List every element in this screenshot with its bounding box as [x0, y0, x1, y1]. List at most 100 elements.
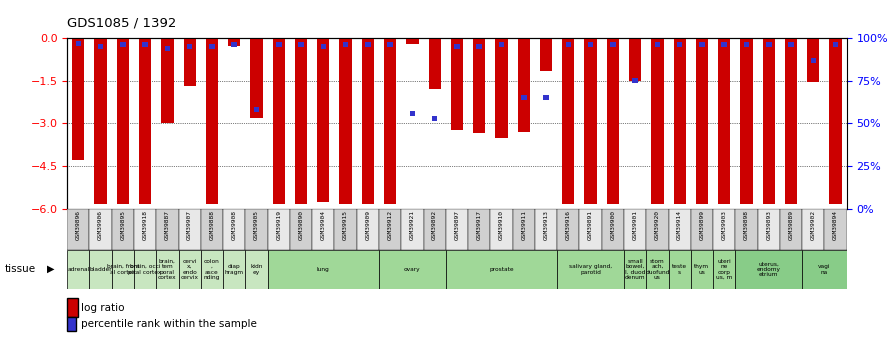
Text: GSM39903: GSM39903	[721, 210, 727, 240]
Bar	[340, 38, 352, 205]
Bar	[668, 250, 691, 289]
Bar	[584, 38, 597, 205]
Text: cervi
x,
endo
cervix: cervi x, endo cervix	[181, 259, 199, 280]
Text: GSM39888: GSM39888	[210, 210, 214, 240]
Text: GSM39912: GSM39912	[388, 210, 392, 240]
Bar	[540, 38, 552, 71]
Bar	[788, 42, 794, 47]
Bar	[134, 250, 156, 289]
Text: GDS1085 / 1392: GDS1085 / 1392	[67, 16, 177, 29]
Bar	[156, 250, 178, 289]
Bar	[246, 250, 268, 289]
Bar	[290, 209, 312, 250]
Text: thym
us: thym us	[694, 264, 710, 275]
Bar	[312, 209, 334, 250]
Text: GSM39899: GSM39899	[700, 210, 704, 240]
Bar	[495, 38, 508, 138]
Bar	[201, 250, 223, 289]
Text: GSM39918: GSM39918	[142, 210, 148, 240]
Bar	[713, 250, 736, 289]
Bar	[268, 209, 290, 250]
Bar	[691, 250, 713, 289]
Text: GSM39909: GSM39909	[366, 210, 370, 240]
Text: GSM39900: GSM39900	[610, 210, 616, 240]
Bar	[112, 209, 134, 250]
Bar	[832, 42, 839, 47]
Bar	[223, 209, 246, 250]
Bar	[468, 209, 490, 250]
Bar	[713, 209, 736, 250]
Text: vagi
na: vagi na	[818, 264, 831, 275]
Bar	[696, 38, 708, 205]
Text: GSM39920: GSM39920	[655, 210, 660, 240]
Bar	[518, 38, 530, 132]
Bar	[112, 250, 134, 289]
Text: GSM39895: GSM39895	[120, 210, 125, 240]
Bar	[156, 209, 178, 250]
Bar	[454, 44, 460, 49]
Text: GSM39897: GSM39897	[454, 210, 460, 240]
Bar	[785, 38, 797, 205]
Text: colon
,
asce
nding: colon , asce nding	[203, 259, 220, 280]
Text: GSM39913: GSM39913	[544, 210, 548, 240]
Bar	[184, 38, 196, 86]
Text: small
bowel,
I. duod
denum: small bowel, I. duod denum	[625, 259, 645, 280]
Text: teste
s: teste s	[672, 264, 687, 275]
Bar	[67, 250, 90, 289]
Bar	[602, 209, 624, 250]
Bar	[718, 38, 730, 205]
Bar	[521, 95, 527, 100]
Bar	[379, 250, 446, 289]
Bar	[691, 209, 713, 250]
Text: percentile rank within the sample: percentile rank within the sample	[81, 319, 256, 329]
Bar	[646, 250, 668, 289]
Text: GSM39908: GSM39908	[232, 210, 237, 240]
Bar	[268, 250, 379, 289]
Bar	[401, 209, 424, 250]
Text: uterus,
endomy
etrium: uterus, endomy etrium	[757, 262, 780, 277]
Bar	[165, 46, 170, 51]
Text: GSM39911: GSM39911	[521, 210, 526, 240]
Bar	[94, 38, 107, 205]
Bar	[321, 44, 326, 49]
Bar	[139, 38, 151, 205]
Bar	[655, 42, 660, 47]
Bar	[651, 38, 664, 205]
Bar	[161, 38, 174, 123]
Bar	[446, 209, 468, 250]
Bar	[676, 42, 683, 47]
Text: prostate: prostate	[489, 267, 513, 272]
Text: GSM39902: GSM39902	[811, 210, 816, 240]
Bar	[73, 38, 84, 160]
Text: lung: lung	[317, 267, 330, 272]
Text: ovary: ovary	[404, 267, 421, 272]
Bar	[830, 38, 841, 205]
Bar	[824, 209, 847, 250]
Bar	[406, 38, 418, 43]
Bar	[334, 209, 357, 250]
Bar	[744, 42, 749, 47]
Text: GSM39889: GSM39889	[788, 210, 794, 240]
Bar	[473, 38, 486, 133]
Bar	[387, 42, 393, 47]
Bar	[317, 38, 330, 201]
Bar	[562, 38, 574, 205]
Bar	[811, 58, 816, 63]
Text: GSM39890: GSM39890	[298, 210, 304, 240]
Text: uteri
ne
corp
us, m: uteri ne corp us, m	[716, 259, 732, 280]
Bar	[762, 38, 775, 205]
Bar	[231, 42, 237, 47]
Bar	[721, 42, 727, 47]
Text: GSM39921: GSM39921	[409, 210, 415, 240]
Bar	[802, 209, 824, 250]
Text: kidn
ey: kidn ey	[250, 264, 263, 275]
Bar	[295, 38, 307, 205]
Bar	[740, 38, 753, 205]
Text: GSM39904: GSM39904	[321, 210, 326, 240]
Text: GSM39916: GSM39916	[565, 210, 571, 240]
Bar	[490, 209, 513, 250]
Text: adrenal: adrenal	[67, 267, 90, 272]
Bar	[432, 116, 437, 121]
Bar	[343, 42, 349, 47]
Bar	[116, 38, 129, 205]
